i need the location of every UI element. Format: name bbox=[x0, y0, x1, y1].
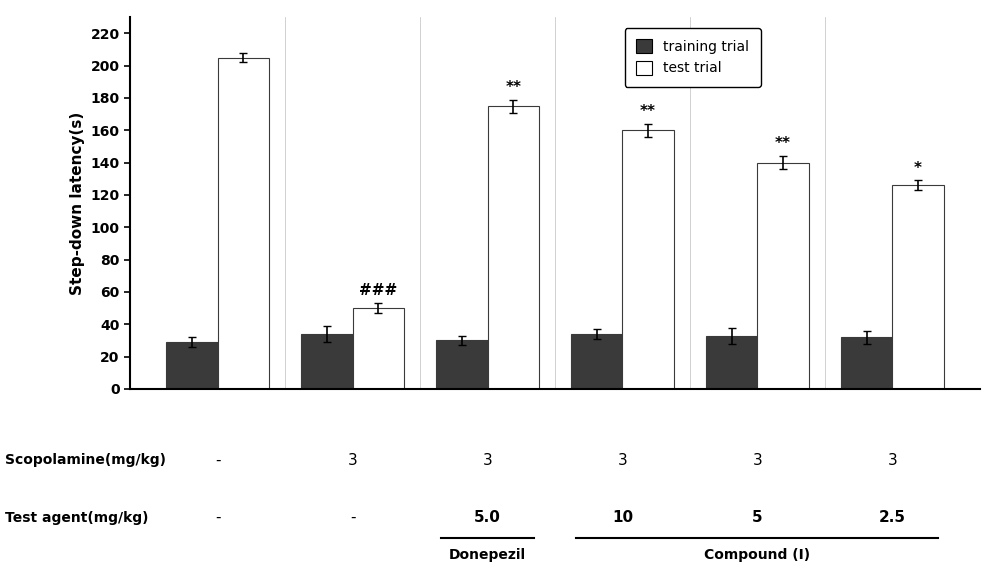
Text: ###: ### bbox=[359, 284, 397, 299]
Text: Compound (I): Compound (I) bbox=[704, 548, 810, 562]
Bar bbox=[488, 106, 539, 389]
Text: -: - bbox=[215, 453, 220, 468]
Text: Donepezil: Donepezil bbox=[449, 548, 526, 562]
Text: *: * bbox=[914, 161, 922, 176]
Text: 3: 3 bbox=[618, 453, 627, 468]
Text: -: - bbox=[215, 510, 220, 525]
Bar bbox=[166, 342, 218, 389]
Y-axis label: Step-down latency(s): Step-down latency(s) bbox=[70, 112, 85, 295]
Bar bbox=[218, 58, 269, 389]
Text: 2.5: 2.5 bbox=[879, 510, 906, 525]
Text: -: - bbox=[350, 510, 355, 525]
Bar bbox=[436, 340, 488, 389]
Text: 5: 5 bbox=[752, 510, 763, 525]
Text: 10: 10 bbox=[612, 510, 633, 525]
Bar bbox=[892, 185, 944, 389]
Bar bbox=[622, 130, 674, 389]
Text: 3: 3 bbox=[887, 453, 897, 468]
Text: **: ** bbox=[640, 104, 656, 119]
Text: 3: 3 bbox=[348, 453, 357, 468]
Text: **: ** bbox=[775, 136, 791, 152]
Text: 3: 3 bbox=[753, 453, 762, 468]
Bar bbox=[353, 308, 404, 389]
Text: Test agent(mg/kg): Test agent(mg/kg) bbox=[5, 511, 148, 525]
Text: **: ** bbox=[505, 80, 521, 95]
Legend: training trial, test trial: training trial, test trial bbox=[625, 28, 761, 86]
Bar bbox=[571, 334, 622, 389]
Bar bbox=[757, 162, 809, 389]
Text: Scopolamine(mg/kg): Scopolamine(mg/kg) bbox=[5, 454, 166, 467]
Text: 5.0: 5.0 bbox=[474, 510, 501, 525]
Text: 3: 3 bbox=[483, 453, 492, 468]
Bar bbox=[841, 337, 892, 389]
Bar bbox=[301, 334, 353, 389]
Bar bbox=[706, 336, 757, 389]
